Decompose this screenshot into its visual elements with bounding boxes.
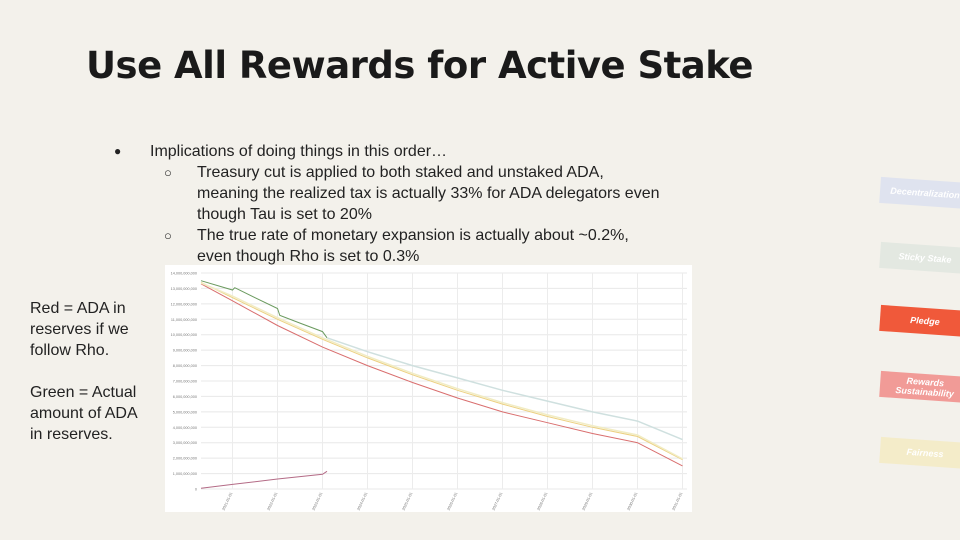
y-tick-label: 10,000,000,000 xyxy=(171,333,197,337)
sub-bullet-expansion: The true rate of monetary expansion is a… xyxy=(112,225,667,267)
y-tick-label: 11,000,000,000 xyxy=(171,318,197,322)
x-tick-label: 2025-01-01 xyxy=(402,492,414,511)
y-tick-label: 9,000,000,000 xyxy=(173,349,197,353)
side-tag-sticky-stake: Sticky Stake xyxy=(879,241,960,275)
series-line-6 xyxy=(200,470,328,489)
y-tick-label: 0 xyxy=(195,488,197,492)
y-tick-label: 1,000,000,000 xyxy=(173,472,197,476)
reserves-chart-svg: 0 1,000,000,000 2,000,000,000 3,000,000,000… xyxy=(171,272,687,511)
x-tick-label: 2023-01-01 xyxy=(312,492,324,511)
legend-note: Red = ADA in reserves if we follow Rho. … xyxy=(30,298,150,466)
side-tag-pledge: Pledge xyxy=(879,304,960,338)
series-line-5 xyxy=(326,337,683,441)
x-tick-label: 2021-01-01 xyxy=(222,492,234,511)
y-tick-label: 4,000,000,000 xyxy=(173,426,197,430)
y-tick-label: 6,000,000,000 xyxy=(173,395,197,399)
y-tick-label: 2,000,000,000 xyxy=(173,457,197,461)
x-tick-label: 2027-01-01 xyxy=(492,492,504,511)
x-tick-label: 2031-01-01 xyxy=(672,492,684,511)
y-tick-label: 3,000,000,000 xyxy=(173,441,197,445)
bullet-main: Implications of doing things in this ord… xyxy=(112,141,667,162)
x-tick-label: 2024-01-01 xyxy=(357,492,369,511)
x-tick-label: 2029-01-01 xyxy=(582,492,594,511)
x-tick-label: 2022-01-01 xyxy=(267,492,279,511)
note-red: Red = ADA in reserves if we follow Rho. xyxy=(30,300,129,359)
sub-bullet-tax: Treasury cut is applied to both staked a… xyxy=(112,162,667,225)
side-tag-decentralization: Decentralization xyxy=(879,176,960,210)
y-tick-label: 7,000,000,000 xyxy=(173,380,197,384)
y-tick-label: 5,000,000,000 xyxy=(173,410,197,414)
side-tag-rewards-sustainability: Rewards Sustainability xyxy=(879,370,960,404)
slide-title: Use All Rewards for Active Stake xyxy=(86,44,753,87)
series-line-3 xyxy=(200,282,683,460)
bullet-list: Implications of doing things in this ord… xyxy=(112,141,667,267)
y-tick-label: 12,000,000,000 xyxy=(171,302,197,306)
reserves-chart: 0 1,000,000,000 2,000,000,000 3,000,000,000… xyxy=(165,265,692,512)
note-green: Green = Actual amount of ADA in reserves… xyxy=(30,384,137,443)
series-line-4 xyxy=(200,280,328,339)
y-tick-label: 13,000,000,000 xyxy=(171,287,197,291)
x-tick-label: 2030-01-01 xyxy=(627,492,639,511)
x-tick-label: 2028-01-01 xyxy=(537,492,549,511)
x-tick-label: 2026-01-01 xyxy=(447,492,459,511)
y-tick-label: 14,000,000,000 xyxy=(171,272,197,276)
side-tag-fairness: Fairness xyxy=(879,436,960,470)
y-tick-label: 8,000,000,000 xyxy=(173,364,197,368)
series-line-1 xyxy=(200,283,683,467)
series-line-2 xyxy=(200,281,683,461)
